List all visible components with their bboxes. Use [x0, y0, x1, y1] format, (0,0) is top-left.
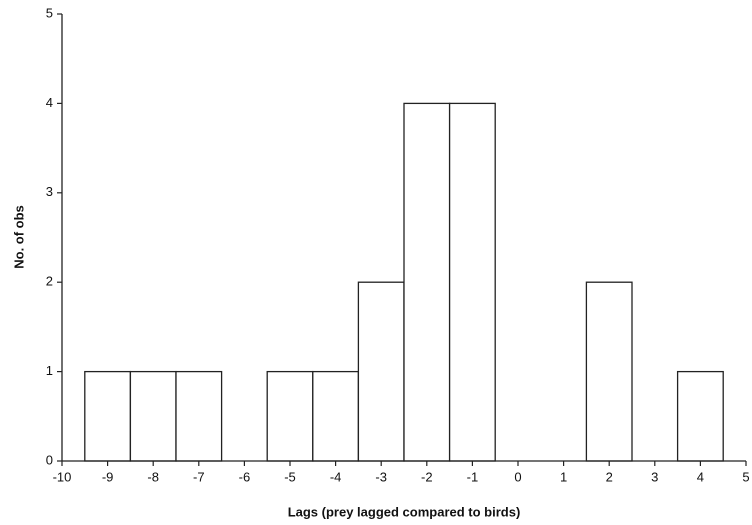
- x-tick-label: -6: [239, 469, 251, 484]
- x-tick-label: 1: [560, 469, 567, 484]
- bar: [312, 370, 360, 462]
- bar: [175, 370, 223, 462]
- bar: [129, 370, 177, 462]
- x-tick-label: 4: [697, 469, 704, 484]
- y-tick-label: 5: [46, 5, 53, 20]
- y-tick-label: 4: [46, 95, 53, 110]
- y-axis-title: No. of obs: [11, 205, 26, 269]
- x-tick-label: -10: [53, 469, 72, 484]
- y-tick-label: 2: [46, 274, 53, 289]
- x-tick-label: 0: [514, 469, 521, 484]
- bar: [585, 281, 633, 462]
- x-tick-label: -7: [193, 469, 205, 484]
- bar: [84, 370, 132, 462]
- bar: [403, 102, 451, 462]
- x-tick-label: -1: [467, 469, 479, 484]
- bar: [266, 370, 314, 462]
- x-tick-label: -3: [375, 469, 387, 484]
- y-tick-label: 1: [46, 363, 53, 378]
- bar: [676, 370, 724, 462]
- x-tick-label: -9: [102, 469, 114, 484]
- x-tick-label: 5: [742, 469, 749, 484]
- y-tick-label: 0: [46, 452, 53, 467]
- x-tick-label: 2: [606, 469, 613, 484]
- x-tick-label: -5: [284, 469, 296, 484]
- bar: [448, 102, 496, 462]
- x-axis-title: Lags (prey lagged compared to birds): [288, 504, 521, 519]
- x-tick-label: -4: [330, 469, 342, 484]
- x-tick-label: -8: [147, 469, 159, 484]
- x-tick-label: -2: [421, 469, 433, 484]
- y-tick-label: 3: [46, 184, 53, 199]
- x-tick-label: 3: [651, 469, 658, 484]
- bar: [357, 281, 405, 462]
